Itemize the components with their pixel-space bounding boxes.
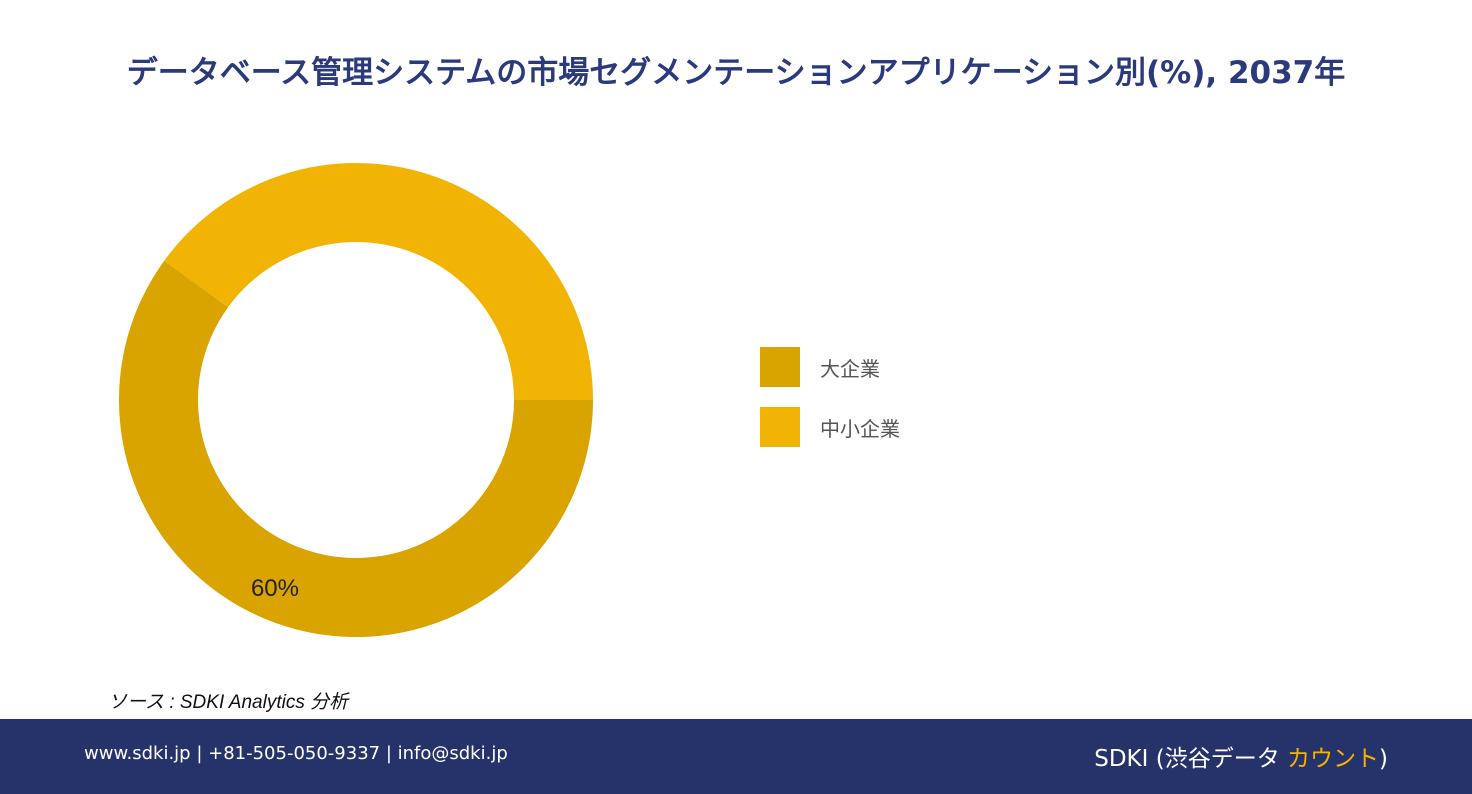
brand-end: ) xyxy=(1379,746,1388,772)
chart-title: データベース管理システムの市場セグメンテーションアプリケーション別(%), 20… xyxy=(126,55,1346,91)
slice-sme[interactable] xyxy=(164,162,593,400)
donut-chart: 60% xyxy=(118,162,593,637)
footer-brand: SDKI (渋谷データ カウント) xyxy=(1094,739,1388,773)
brand-accent: カウント xyxy=(1287,746,1380,772)
legend-swatch-sme xyxy=(760,407,800,447)
brand-name: SDKI (渋谷データ xyxy=(1094,746,1288,772)
chart-legend: 大企業 中小企業 xyxy=(760,347,900,467)
data-label-slice-large-enterprise: 60% xyxy=(251,575,299,602)
legend-label-large-enterprise: 大企業 xyxy=(820,356,880,381)
legend-swatch-large-enterprise xyxy=(760,347,800,387)
slice-large-enterprise[interactable] xyxy=(118,260,593,637)
footer-contact: www.sdki.jp | +81-505-050-9337 | info@sd… xyxy=(84,743,508,764)
legend-item-sme[interactable]: 中小企業 xyxy=(760,407,900,447)
legend-item-large-enterprise[interactable]: 大企業 xyxy=(760,347,900,387)
legend-label-sme: 中小企業 xyxy=(820,416,900,441)
source-note: ソース : SDKI Analytics 分析 xyxy=(108,692,349,713)
footer-bar: www.sdki.jp | +81-505-050-9337 | info@sd… xyxy=(0,719,1472,794)
